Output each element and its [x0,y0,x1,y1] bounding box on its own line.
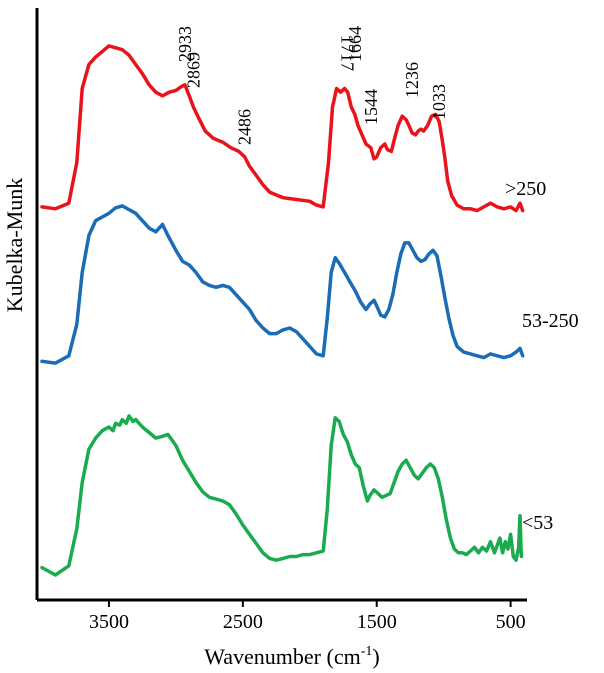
x-axis-title-sup: -1 [361,644,373,659]
peak-annotation: 1236 [402,62,422,98]
series-label-1: 53-250 [522,310,579,332]
peak-annotation: 2486 [235,109,255,145]
series-labels: >250 53-250 <53 [505,178,579,534]
x-tick-label: 2500 [223,611,263,633]
series-line-0 [40,44,525,213]
series-line-1 [40,204,525,365]
series-line-2 [40,414,524,577]
y-axis-title: Kubelka-Munk [2,178,27,312]
x-axis-title-main: Wavenumber (cm [204,644,360,669]
x-tick-label: 3500 [89,611,129,633]
peak-annotation: 2933 [175,26,195,62]
x-axis-ticks: 3500 2500 1500 500 [89,600,526,633]
series-label-0: >250 [505,178,546,200]
peak-annotation: 1033 [429,84,449,120]
x-axis-title-suffix: ) [372,644,379,669]
peak-annotation: 1717 [338,35,358,71]
peak-annotation: 1664 [345,26,365,62]
series-label-2: <53 [522,512,553,534]
series-lines [40,44,525,577]
peak-annotation: 1544 [361,89,381,125]
x-tick-label: 500 [496,611,526,633]
x-axis-title: Wavenumber (cm-1) [204,644,379,669]
x-tick-label: 1500 [357,611,397,633]
peak-annotation: 2869 [183,52,203,88]
